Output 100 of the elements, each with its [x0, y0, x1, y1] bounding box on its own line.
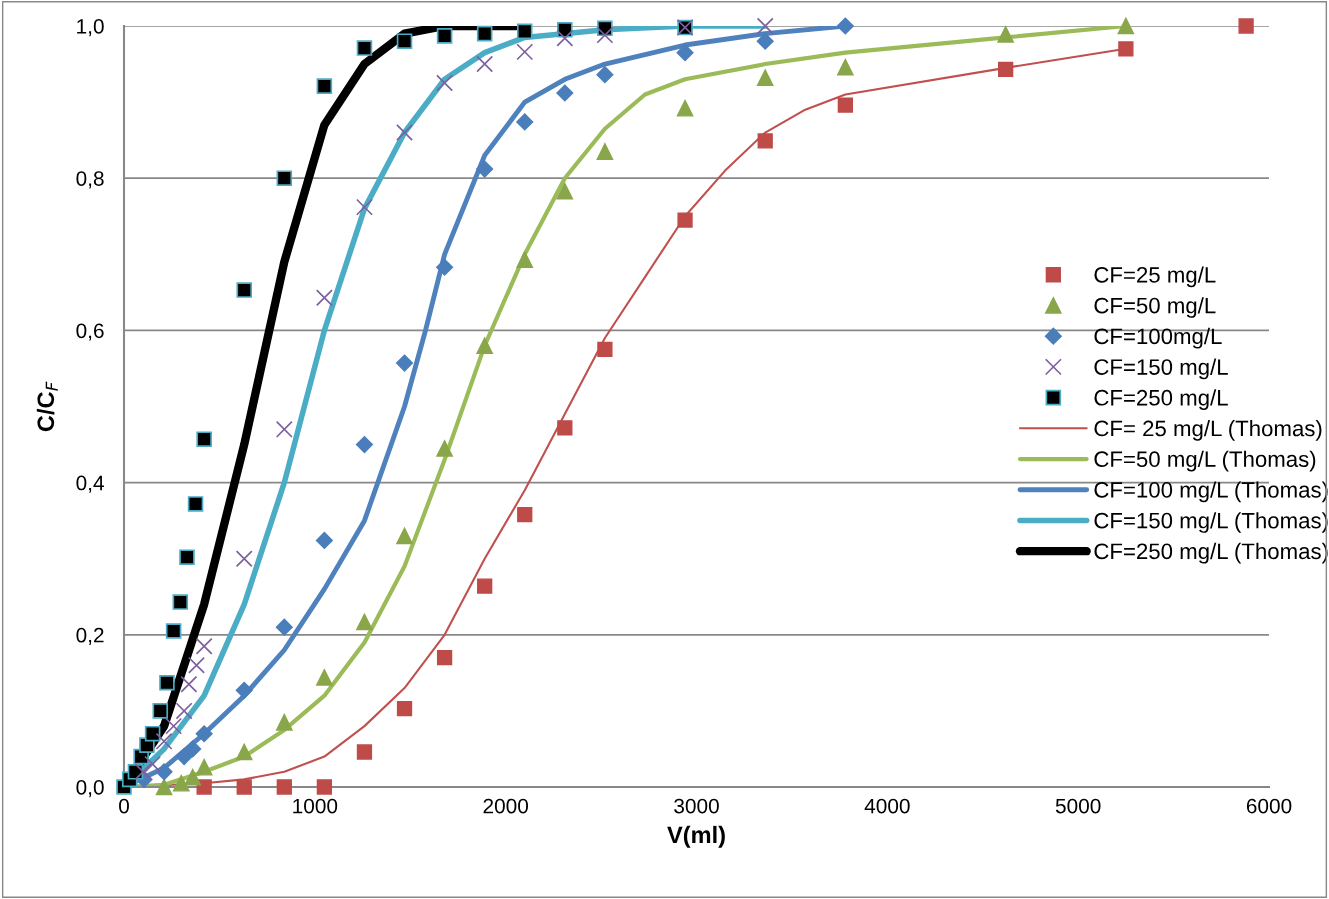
y-tick-label: 0,2: [76, 627, 104, 646]
point: [275, 713, 293, 731]
point: [436, 440, 453, 457]
point: [356, 613, 373, 631]
point: [236, 282, 253, 298]
point: [516, 251, 534, 268]
legend-label: CF=250 mg/L: [1094, 389, 1228, 410]
y-tick-label: 1,0: [77, 19, 104, 37]
y-tick-label: 0,6: [76, 323, 104, 341]
point: [395, 354, 414, 372]
legend-label: CF=50 mg/L (Thomas): [1094, 450, 1316, 472]
x-tick-label: 1000: [293, 798, 338, 814]
point: [596, 66, 614, 84]
legend-label: CF=150 mg/L: [1094, 358, 1228, 380]
point: [165, 717, 183, 735]
point: [155, 763, 173, 781]
point: [837, 58, 854, 76]
point: [195, 725, 213, 743]
legend-label: CF=150 mg/L (Thomas): [1094, 512, 1328, 533]
x-tick-label: 4000: [864, 798, 910, 814]
point: [172, 774, 190, 792]
point: [235, 550, 253, 568]
point: [196, 779, 212, 795]
point: [187, 496, 204, 512]
point: [175, 748, 193, 766]
point: [516, 113, 534, 131]
legend-label: CF=100 mg/L (Thomas): [1094, 481, 1328, 503]
point: [236, 779, 252, 795]
point: [159, 674, 175, 691]
point: [355, 198, 373, 216]
x-axis-title: V(ml): [667, 825, 725, 848]
point: [756, 32, 774, 50]
point: [998, 61, 1014, 78]
point: [516, 23, 533, 40]
point: [195, 758, 213, 776]
x-tick-label: 2000: [483, 798, 529, 814]
point: [556, 182, 574, 200]
point: [396, 527, 413, 545]
point: [276, 779, 292, 795]
point: [356, 40, 373, 56]
point: [756, 69, 774, 87]
point: [315, 531, 333, 549]
point: [676, 44, 694, 62]
point: [396, 33, 413, 49]
point: [316, 669, 333, 686]
point: [436, 74, 454, 92]
point: [436, 649, 453, 666]
point: [180, 675, 198, 693]
point: [596, 26, 614, 44]
legend-label: CF=100mg/L: [1094, 327, 1222, 349]
x-tick-label: 0: [119, 798, 129, 814]
point: [477, 578, 493, 594]
point: [175, 702, 193, 720]
point: [195, 637, 213, 655]
point: [275, 420, 293, 438]
x-tick-label: 5000: [1055, 798, 1101, 814]
point: [837, 97, 853, 113]
point: [184, 768, 202, 786]
point: [316, 779, 333, 795]
point: [316, 78, 333, 94]
y-axis-title: C/C$_{F}$: [36, 381, 58, 432]
point: [196, 431, 212, 448]
point: [144, 725, 161, 742]
legend-label: CF=25 mg/L: [1094, 266, 1216, 288]
point: [184, 740, 202, 758]
x-tick-label: 3000: [674, 798, 719, 814]
point: [356, 744, 373, 760]
point: [235, 743, 253, 761]
point: [179, 549, 195, 565]
legend-label: CF=50 mg/L: [1094, 297, 1216, 318]
point: [997, 26, 1014, 43]
point: [1118, 41, 1134, 57]
point: [476, 337, 494, 354]
point: [315, 289, 333, 307]
point: [756, 17, 774, 35]
point: [676, 99, 694, 117]
point: [436, 28, 453, 44]
point: [517, 506, 533, 523]
point: [1117, 17, 1135, 35]
point: [144, 755, 162, 773]
point: [556, 29, 574, 47]
point: [172, 594, 189, 610]
point: [557, 420, 573, 436]
point: [1238, 18, 1254, 34]
point: [276, 170, 293, 186]
point: [757, 133, 773, 149]
point: [152, 703, 169, 719]
point: [476, 25, 493, 42]
point: [134, 763, 152, 781]
point: [275, 618, 293, 636]
legend-label: CF= 25 mg/L (Thomas): [1094, 420, 1322, 441]
point: [155, 732, 173, 750]
point: [155, 778, 173, 796]
y-tick-label: 0,0: [76, 780, 104, 798]
point: [836, 17, 854, 35]
legend-label: CF=250 mg/L (Thomas): [1094, 542, 1328, 564]
point: [597, 341, 613, 358]
point: [188, 656, 205, 674]
point: [596, 143, 614, 160]
point: [476, 160, 494, 178]
